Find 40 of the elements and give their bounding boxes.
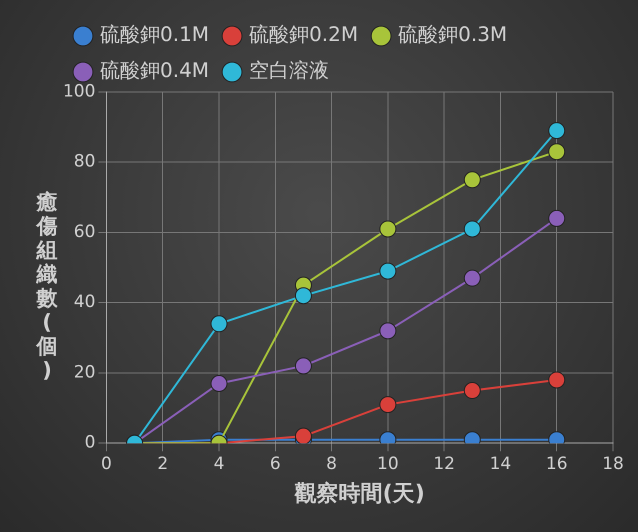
point: [294, 357, 312, 374]
point: [464, 382, 481, 400]
y-tick-label: 40: [74, 292, 96, 312]
point: [548, 143, 566, 160]
x-tick-label: 14: [490, 454, 512, 474]
y-tick-label: 80: [74, 152, 96, 172]
point: [210, 374, 228, 392]
x-axis-title: 觀察時間(天): [294, 480, 425, 507]
x-tick-label: 4: [214, 454, 224, 474]
x-tick-label: 10: [377, 454, 399, 474]
y-tick-label: 0: [84, 432, 96, 453]
point: [379, 396, 396, 414]
y-axis-title: 癒傷組織數(個): [34, 190, 58, 382]
point: [464, 270, 481, 287]
point: [379, 322, 396, 340]
x-tick-label: 12: [433, 454, 455, 474]
y-tick-label: 20: [74, 362, 96, 382]
x-tick-label: 18: [602, 454, 624, 474]
legend-label: 硫酸鉀0.1M: [100, 22, 210, 46]
legend-label: 硫酸鉀0.2M: [249, 22, 358, 46]
point: [548, 371, 566, 388]
point: [464, 171, 481, 188]
x-tick-label: 6: [270, 454, 281, 474]
x-tick-label: 0: [101, 454, 112, 474]
x-tick-label: 16: [546, 454, 568, 474]
point: [210, 315, 228, 332]
y-tick-label: 60: [74, 222, 96, 242]
legend-label: 硫酸鉀0.4M: [100, 58, 210, 82]
y-tick-label: 100: [62, 81, 96, 102]
point: [464, 220, 481, 238]
point: [294, 287, 312, 304]
point: [294, 428, 312, 444]
point: [548, 210, 566, 227]
point: [379, 262, 396, 280]
legend-label: 空白溶液: [249, 58, 330, 82]
x-tick-label: 2: [157, 454, 168, 474]
point: [548, 122, 566, 140]
x-tick-label: 8: [326, 454, 337, 474]
legend-label: 硫酸鉀0.3M: [398, 22, 508, 46]
point: [379, 220, 396, 238]
